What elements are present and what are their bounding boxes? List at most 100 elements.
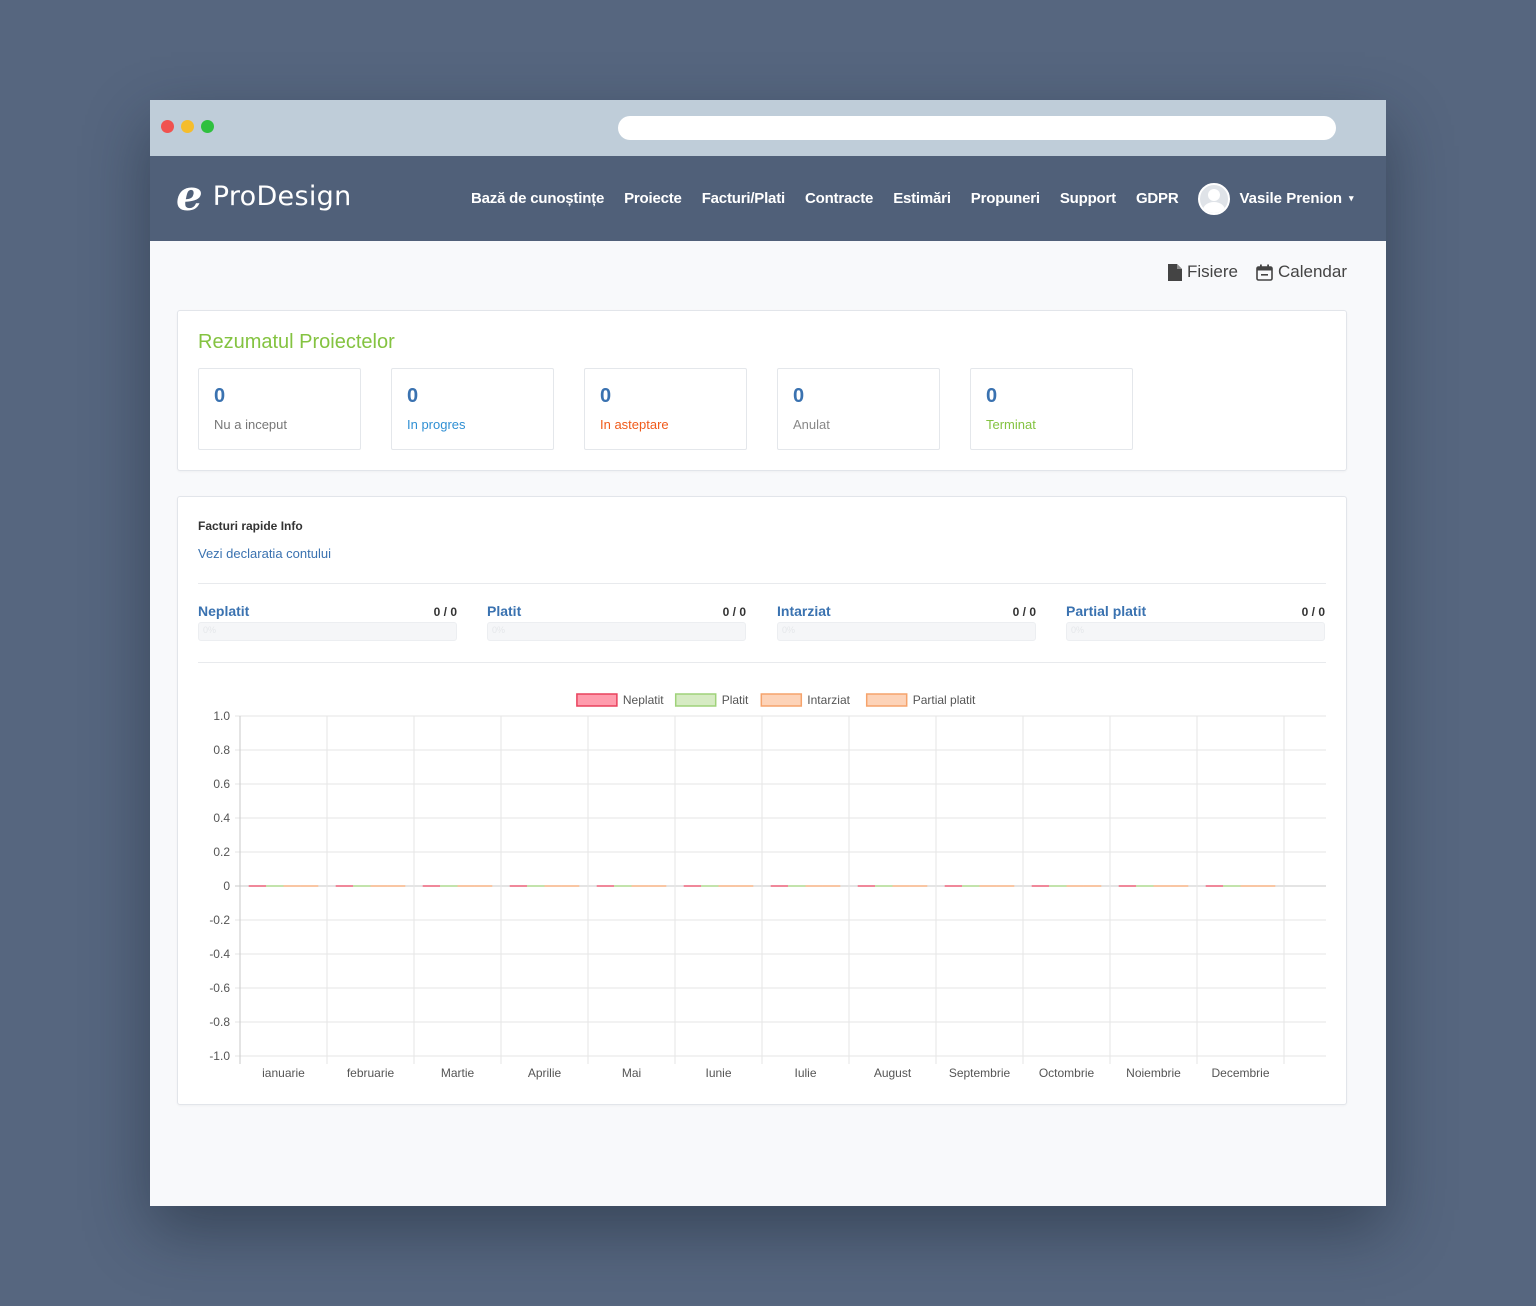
y-tick-label: -0.6 (209, 981, 230, 995)
nav-proposals[interactable]: Propuneri (970, 190, 1040, 207)
legend-label: Platit (722, 693, 749, 707)
y-tick-label: 0.2 (213, 845, 230, 859)
legend-label: Intarziat (807, 693, 850, 707)
y-tick-label: 0.8 (213, 743, 230, 757)
nav-invoices[interactable]: Facturi/Plati (701, 190, 785, 207)
stat-in-progress[interactable]: 0 In progres (391, 368, 554, 450)
invoice-stat-overdue: Intarziat 0 / 0 0% (777, 603, 1036, 641)
nav-estimates[interactable]: Estimări (893, 190, 951, 207)
x-tick-label: Martie (441, 1066, 475, 1080)
maximize-window-button[interactable] (201, 120, 214, 133)
invoice-stat-partially-paid: Partial platit 0 / 0 0% (1066, 603, 1325, 641)
legend-label: Partial platit (913, 693, 976, 707)
invoices-bar-chart: Neplatit Platit Intarziat Partial platit 1.0… (209, 693, 1326, 1080)
stat-finished[interactable]: 0 Terminat (970, 368, 1133, 450)
x-tick-label: Septembrie (949, 1066, 1011, 1080)
invoice-stat-value: 0 / 0 (1301, 605, 1325, 619)
avatar (1198, 182, 1231, 215)
legend-swatch (576, 693, 618, 707)
stat-value: 0 (600, 385, 612, 407)
address-bar[interactable] (618, 116, 1336, 140)
calendar-link[interactable]: Calendar (1256, 262, 1347, 282)
minimize-window-button[interactable] (181, 120, 194, 133)
progress-percent: 0% (492, 625, 506, 635)
divider (198, 583, 1326, 584)
stat-value: 0 (793, 385, 805, 407)
x-tick-label: Iulie (794, 1066, 816, 1080)
progress-percent: 0% (203, 625, 217, 635)
logo-e-icon: e (176, 171, 203, 220)
brand-logo[interactable]: e ProDesign (176, 171, 352, 220)
y-tick-label: 0.6 (213, 777, 230, 791)
nav-gdpr[interactable]: GDPR (1135, 190, 1179, 207)
progress-bar: 0% (198, 622, 457, 641)
stat-cancelled[interactable]: 0 Anulat (777, 368, 940, 450)
progress-bar: 0% (487, 622, 746, 641)
y-tick-label: 0 (223, 879, 230, 893)
stat-label: In progres (407, 417, 466, 432)
x-tick-label: februarie (347, 1066, 395, 1080)
browser-window: e ProDesign Bază de cunoștințe Proiecte … (150, 100, 1386, 1206)
summary-title: Rezumatul Proiectelor (198, 331, 395, 353)
y-tick-label: -0.4 (209, 947, 230, 961)
progress-bar: 0% (777, 622, 1036, 641)
stat-value: 0 (986, 385, 998, 407)
files-link[interactable]: Fisiere (1167, 262, 1238, 282)
x-tick-label: Mai (622, 1066, 641, 1080)
stat-label: Terminat (986, 417, 1036, 432)
y-tick-label: -0.8 (209, 1015, 230, 1029)
stat-waiting[interactable]: 0 In asteptare (584, 368, 747, 450)
divider (198, 662, 1326, 663)
browser-chrome (150, 100, 1386, 156)
invoice-stat-unpaid: Neplatit 0 / 0 0% (198, 603, 457, 641)
y-tick-label: -1.0 (209, 1049, 230, 1063)
stat-value: 0 (407, 385, 419, 407)
x-tick-label: ianuarie (262, 1066, 305, 1080)
nav-projects[interactable]: Proiecte (624, 190, 682, 207)
close-window-button[interactable] (161, 120, 174, 133)
files-label: Fisiere (1186, 262, 1238, 281)
calendar-label: Calendar (1278, 262, 1347, 281)
user-menu[interactable]: Vasile Prenion ▾ (1198, 182, 1354, 215)
invoice-stat-value: 0 / 0 (433, 605, 457, 619)
invoice-stat-label[interactable]: Platit (487, 603, 522, 619)
x-tick-label: August (874, 1066, 912, 1080)
nav-knowledge-base[interactable]: Bază de cunoștințe (471, 190, 605, 207)
invoice-stat-label[interactable]: Neplatit (198, 603, 250, 619)
user-name: Vasile Prenion (1239, 190, 1343, 207)
y-tick-label: -0.2 (209, 913, 230, 927)
caret-down-icon: ▾ (1349, 193, 1354, 203)
progress-percent: 0% (1071, 625, 1085, 635)
x-tick-label: Decembrie (1211, 1066, 1269, 1080)
progress-percent: 0% (782, 625, 796, 635)
brand-name: ProDesign (212, 180, 352, 212)
file-icon (1167, 263, 1182, 281)
projects-summary-panel: Rezumatul Proiectelor 0 Nu a inceput 0 I… (177, 310, 1347, 471)
top-navbar: e ProDesign Bază de cunoștințe Proiecte … (150, 156, 1386, 241)
legend-label: Neplatit (623, 693, 664, 707)
y-tick-label: 0.4 (213, 811, 230, 825)
legend-swatch (674, 693, 717, 707)
progress-bar: 0% (1066, 622, 1325, 641)
y-tick-label: 1.0 (213, 709, 230, 723)
invoices-title: Facturi rapide Info (198, 519, 303, 533)
invoice-stat-label[interactable]: Intarziat (777, 603, 831, 619)
invoice-stat-label[interactable]: Partial platit (1066, 603, 1147, 619)
calendar-icon (1256, 264, 1273, 281)
stat-value: 0 (214, 385, 226, 407)
legend-swatch (865, 693, 908, 707)
account-statement-link[interactable]: Vezi declaratia contului (198, 546, 331, 561)
invoices-info-panel: Facturi rapide Info Vezi declaratia cont… (177, 496, 1347, 1105)
invoice-stat-paid: Platit 0 / 0 0% (487, 603, 746, 641)
nav-support[interactable]: Support (1059, 190, 1116, 207)
invoice-stat-value: 0 / 0 (1012, 605, 1036, 619)
stat-label: Anulat (793, 417, 830, 432)
x-tick-label: Noiembrie (1126, 1066, 1181, 1080)
x-tick-label: Octombrie (1039, 1066, 1095, 1080)
legend-swatch (760, 693, 803, 707)
stat-not-started[interactable]: 0 Nu a inceput (198, 368, 361, 450)
x-tick-label: Iunie (705, 1066, 731, 1080)
invoice-stat-value: 0 / 0 (722, 605, 746, 619)
nav-contracts[interactable]: Contracte (804, 190, 874, 207)
quick-links: Fisiere Calendar (1150, 262, 1347, 282)
